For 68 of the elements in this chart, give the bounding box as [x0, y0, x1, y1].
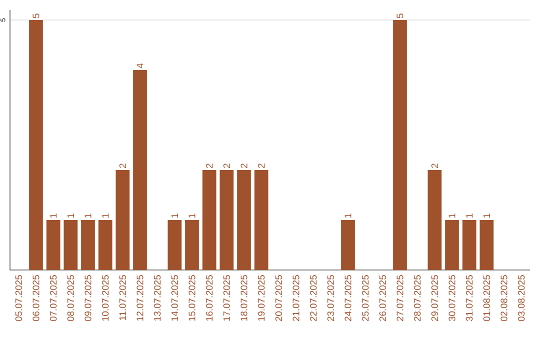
x-tick-label: 16.07.2025: [206, 275, 213, 321]
x-tick-label: 29.07.2025: [431, 275, 438, 321]
data-label: 1: [448, 214, 456, 218]
data-label: 1: [67, 214, 74, 218]
bar: [98, 220, 112, 270]
x-tick-label: 22.07.2025: [310, 275, 317, 321]
bar: [81, 220, 95, 270]
bar: [393, 20, 407, 270]
bar: [29, 20, 43, 270]
data-label: 2: [119, 164, 126, 168]
x-tick-label: 20.07.2025: [275, 275, 282, 321]
data-label: 2: [223, 164, 230, 168]
bar: [480, 220, 494, 270]
x-tick-label: 17.07.2025: [223, 275, 230, 321]
data-label: 2: [206, 164, 213, 168]
x-tick-label: 19.07.2025: [258, 275, 265, 321]
x-tick-label: 31.07.2025: [466, 275, 473, 322]
bar: [64, 220, 78, 270]
x-tick-label: 12.07.2025: [136, 275, 144, 321]
data-label: 2: [431, 164, 438, 168]
x-tick-label: 30.07.2025: [448, 275, 456, 322]
x-tick-label: 28.07.2025: [414, 275, 421, 321]
bar: [46, 220, 60, 270]
bar: [341, 220, 355, 270]
x-tick-label: 15.07.2025: [188, 275, 196, 321]
data-label: 1: [171, 214, 178, 218]
data-label: 4: [136, 63, 144, 68]
data-label: 1: [102, 214, 109, 218]
bar: [202, 170, 216, 270]
x-tick-label: 25.07.2025: [362, 275, 369, 321]
x-tick-label: 18.07.2025: [240, 275, 248, 321]
bar: [220, 170, 234, 270]
bar: [168, 220, 182, 270]
data-label: 1: [188, 214, 196, 218]
x-tick-label: 24.07.2025: [344, 275, 352, 321]
x-tick-label: 21.07.2025: [292, 275, 300, 321]
data-label: 1: [84, 214, 92, 218]
data-label: 1: [483, 214, 490, 218]
bar: [428, 170, 442, 270]
x-tick-label: 11.07.2025: [119, 275, 126, 320]
x-tick-label: 06.07.2025: [32, 275, 40, 322]
x-tick-label: 07.07.2025: [50, 275, 57, 322]
x-tick-label: 02.08.2025: [500, 275, 508, 322]
bar: [462, 220, 476, 270]
bar: [237, 170, 251, 270]
bar: [133, 70, 147, 270]
x-tick-label: 05.07.2025: [15, 275, 22, 322]
bar: [254, 170, 268, 270]
x-tick-label: 26.07.2025: [379, 275, 386, 321]
x-tick-label: 23.07.2025: [327, 275, 334, 321]
data-label: 5: [396, 14, 404, 18]
x-tick-label: 09.07.2025: [84, 275, 92, 322]
x-tick-label: 14.07.2025: [171, 275, 178, 321]
data-label: 2: [258, 164, 265, 168]
x-tick-label: 01.08.2025: [483, 275, 490, 322]
data-label: 1: [344, 214, 352, 218]
data-label: 1: [466, 214, 473, 218]
x-tick-label: 13.07.2025: [154, 275, 161, 321]
x-tick-label: 10.07.2025: [102, 275, 109, 321]
bar: [445, 220, 459, 270]
x-tick-label: 03.08.2025: [518, 275, 525, 322]
x-tick-label: 27.07.2025: [396, 275, 404, 321]
data-label: 2: [240, 164, 248, 168]
bar: [185, 220, 199, 270]
bar: [116, 170, 130, 270]
data-label: 1: [50, 214, 57, 218]
data-label: 5: [32, 14, 40, 18]
x-tick-label: 08.07.2025: [67, 275, 74, 322]
